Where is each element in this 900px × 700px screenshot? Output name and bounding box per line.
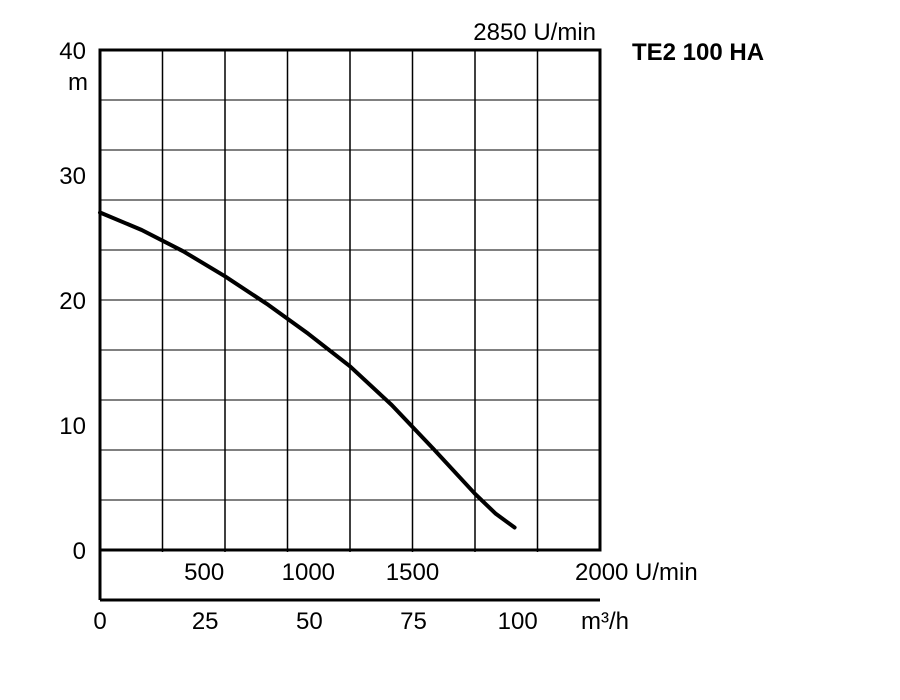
speed-tick-label: 1500 bbox=[386, 559, 439, 586]
grid-lines bbox=[100, 50, 600, 552]
y-axis-unit-label: m bbox=[68, 69, 88, 96]
speed-tick-label: 2000 U/min bbox=[575, 559, 698, 586]
y-tick-label: 30 bbox=[59, 163, 86, 190]
x-tick-label: 75 bbox=[400, 608, 427, 635]
x-tick-label: 25 bbox=[192, 608, 219, 635]
speed-tick-label: 500 bbox=[184, 559, 224, 586]
curve-layer bbox=[98, 210, 517, 530]
y-tick-label: 0 bbox=[73, 538, 86, 565]
plot-frame bbox=[98, 48, 602, 602]
speed-label: 2850 U/min bbox=[473, 19, 596, 46]
x-tick-label: 100 bbox=[498, 608, 538, 635]
speed-tick-label: 1000 bbox=[282, 559, 335, 586]
x-tick-label: 50 bbox=[296, 608, 323, 635]
x-axis-unit-label: m³/h bbox=[581, 608, 629, 635]
y-tick-label: 20 bbox=[59, 288, 86, 315]
chart-title: TE2 100 HA bbox=[632, 39, 764, 66]
head-curve bbox=[98, 210, 517, 530]
y-tick-label: 10 bbox=[59, 413, 86, 440]
x-tick-label: 0 bbox=[93, 608, 106, 635]
label-layer: 0 10 20 30 40 m 0 25 50 75 100 m³/h 500 1000 1500 2000 … bbox=[59, 19, 764, 635]
y-tick-label: 40 bbox=[59, 38, 86, 65]
